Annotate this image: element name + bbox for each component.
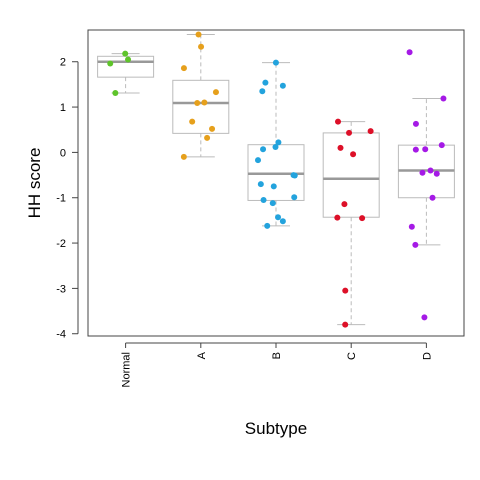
data-point-b: [270, 183, 277, 190]
y-axis-title: HH score: [25, 148, 44, 219]
data-point-normal: [112, 90, 119, 97]
data-point-b: [260, 146, 267, 153]
data-point-a: [209, 125, 216, 132]
data-point-d: [408, 223, 415, 230]
data-point-c: [334, 214, 341, 221]
data-point-c: [341, 201, 348, 208]
y-axis: -4 -3 -2 -1 0 1 2: [56, 57, 79, 341]
data-point-a: [180, 65, 187, 72]
x-axis: Normal A B C D: [121, 342, 433, 387]
y-tick-label: 1: [60, 102, 66, 114]
data-point-b: [257, 181, 264, 188]
data-point-b: [279, 82, 286, 89]
data-point-b: [275, 214, 282, 221]
data-point-b: [264, 222, 271, 229]
plot-frame: [87, 29, 465, 337]
data-point-normal: [125, 56, 132, 63]
y-tick-label: 2: [60, 57, 66, 69]
data-point-b: [255, 157, 262, 164]
data-point-d: [419, 169, 426, 176]
data-point-b: [291, 194, 298, 201]
data-point-a: [201, 99, 208, 106]
y-tick-label: -2: [56, 238, 66, 250]
x-tick-label: A: [196, 351, 208, 359]
data-point-d: [429, 194, 436, 201]
data-point-d: [440, 95, 447, 102]
data-point-a: [204, 134, 211, 141]
data-point-b: [275, 139, 282, 146]
data-point-b: [262, 79, 269, 86]
data-point-b: [272, 59, 279, 66]
data-point-c: [342, 321, 349, 328]
data-point-b: [269, 200, 276, 207]
data-point-d: [412, 241, 419, 248]
x-tick-label: Normal: [121, 352, 133, 387]
y-tick-label: 0: [60, 147, 66, 159]
x-tick-label: D: [421, 352, 433, 360]
data-point-c: [359, 215, 366, 222]
data-point-c: [337, 144, 344, 151]
data-point-c: [346, 129, 353, 136]
data-point-d: [427, 167, 434, 174]
data-point-normal: [122, 50, 129, 57]
box-d: [397, 97, 455, 246]
points-layer: [107, 31, 447, 328]
y-tick-label: -4: [56, 329, 66, 341]
boxes-layer: [97, 34, 455, 326]
data-point-d: [438, 142, 445, 149]
data-point-b: [272, 143, 279, 150]
iqr-box: [172, 79, 230, 134]
data-point-a: [180, 153, 187, 160]
x-axis-title: Subtype: [245, 419, 307, 438]
data-point-d: [421, 314, 428, 321]
data-point-b: [260, 197, 267, 203]
data-point-d: [422, 146, 429, 153]
data-point-d: [412, 120, 419, 127]
data-point-d: [406, 49, 413, 56]
box-a: [172, 34, 230, 158]
data-point-a: [198, 43, 205, 50]
x-tick-label: B: [271, 352, 283, 359]
y-tick-label: -3: [56, 283, 66, 295]
data-point-c: [367, 128, 374, 135]
data-point-b: [279, 218, 286, 225]
data-point-d: [433, 170, 440, 177]
data-point-a: [189, 118, 196, 125]
box-c: [322, 121, 380, 326]
y-tick-label: -1: [56, 193, 66, 205]
data-point-c: [335, 118, 342, 125]
data-point-b: [291, 172, 298, 179]
data-point-d: [412, 146, 419, 153]
data-point-c: [350, 151, 357, 158]
x-tick-label: C: [346, 352, 358, 360]
data-point-b: [259, 88, 266, 95]
data-point-a: [194, 99, 201, 106]
data-point-normal: [107, 60, 114, 67]
data-point-c: [342, 287, 349, 294]
data-point-a: [195, 31, 202, 38]
iqr-box: [322, 132, 380, 218]
data-point-a: [212, 89, 219, 96]
